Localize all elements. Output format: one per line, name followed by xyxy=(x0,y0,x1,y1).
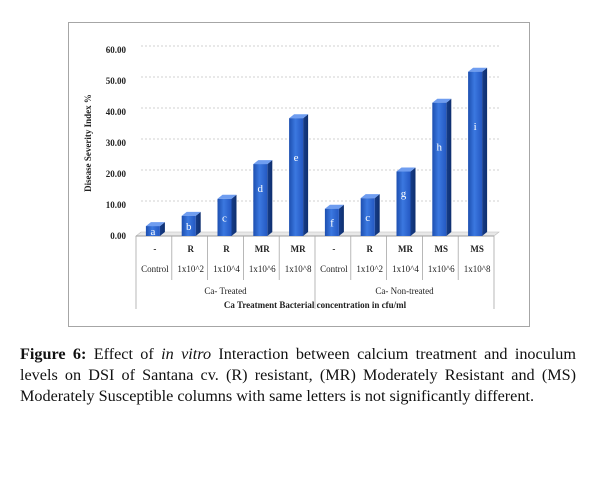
bar xyxy=(324,208,339,236)
bar-letter-label: e xyxy=(294,152,299,164)
y-axis-title: Disease Severity Index % xyxy=(83,94,93,192)
group-label: Ca- Treated xyxy=(204,286,247,296)
x-rating-label: - xyxy=(153,244,156,254)
bar-letter-label: b xyxy=(186,221,192,233)
x-category-label: 1x10^2 xyxy=(356,264,383,274)
x-rating-label: MS xyxy=(435,244,449,254)
y-tick-label: 40.00 xyxy=(106,107,127,117)
bar-side xyxy=(410,167,416,236)
bar-side xyxy=(303,114,309,236)
bar xyxy=(217,198,232,236)
bar-side xyxy=(267,160,273,236)
caption-italic: in vitro xyxy=(161,345,212,363)
bar-top xyxy=(324,204,344,209)
x-category-label: Control xyxy=(320,264,348,274)
bar-top xyxy=(181,211,201,216)
x-rating-label: MR xyxy=(255,244,270,254)
bar-side xyxy=(338,204,344,236)
x-rating-label: MS xyxy=(470,244,484,254)
caption-label: Figure 6: xyxy=(20,345,87,363)
bar-top xyxy=(468,67,488,72)
bar-side xyxy=(231,194,237,236)
bar xyxy=(432,102,447,236)
x-category-label: 1x10^2 xyxy=(177,264,204,274)
bar-letter-label: c xyxy=(222,212,227,224)
bar xyxy=(468,71,483,236)
bar-letter-label: h xyxy=(437,142,443,154)
x-rating-label: R xyxy=(187,244,194,254)
y-tick-label: 30.00 xyxy=(106,138,127,148)
x-category-label: Control xyxy=(141,264,169,274)
bar-letter-label: i xyxy=(474,121,477,133)
bar-top xyxy=(396,167,416,172)
chart-frame: 0.00 10.00 20.00 30.00 40.00 50.00 60.00 Diseas… xyxy=(68,22,530,327)
x-category-label: 1x10^4 xyxy=(213,264,240,274)
bar-top xyxy=(360,194,380,199)
x-category-label: 1x10^6 xyxy=(249,264,276,274)
y-tick-label: 60.00 xyxy=(106,45,127,55)
x-category-label: 1x10^8 xyxy=(285,264,312,274)
bar xyxy=(360,198,375,236)
bar-letter-label: c xyxy=(365,212,370,224)
y-tick-label: 50.00 xyxy=(106,76,127,86)
y-tick-label: 20.00 xyxy=(106,169,127,179)
x-rating-label: R xyxy=(223,244,230,254)
bar xyxy=(253,164,268,236)
caption-text-2: Interaction between calcium treatment an… xyxy=(20,345,576,405)
x-rating-label: MR xyxy=(398,244,413,254)
bar xyxy=(396,171,411,236)
bar-top xyxy=(432,98,452,103)
bar-top xyxy=(253,160,273,165)
group-label: Ca- Non-treated xyxy=(375,286,434,296)
bar-top xyxy=(289,114,309,119)
x-category-label: 1x10^6 xyxy=(428,264,455,274)
x-rating-label: R xyxy=(366,244,373,254)
bar-side xyxy=(159,222,165,236)
x-category-label: 1x10^4 xyxy=(392,264,419,274)
bar-letter-label: g xyxy=(401,188,407,200)
bar-side xyxy=(446,98,452,236)
x-axis-title: Ca Treatment Bacterial concentration in … xyxy=(224,300,407,310)
y-tick-label: 0.00 xyxy=(110,231,126,241)
x-rating-label: MR xyxy=(291,244,306,254)
bar-top xyxy=(217,194,237,199)
bar-side xyxy=(482,67,488,236)
figure-caption: Figure 6: Effect of in vitro Interaction… xyxy=(20,344,576,407)
bar-letter-label: f xyxy=(330,217,334,229)
bar-top xyxy=(145,222,165,227)
bar-letter-label: a xyxy=(150,226,155,238)
bar-side xyxy=(195,211,201,236)
y-tick-label: 10.00 xyxy=(106,200,127,210)
caption-text-1: Effect of xyxy=(86,345,162,363)
x-rating-label: - xyxy=(332,244,335,254)
bar-side xyxy=(374,194,380,236)
x-category-label: 1x10^8 xyxy=(464,264,491,274)
bar xyxy=(181,215,196,236)
bar-letter-label: d xyxy=(258,183,264,195)
bar xyxy=(145,226,160,236)
bar-chart: 0.00 10.00 20.00 30.00 40.00 50.00 60.00 Diseas… xyxy=(83,45,500,310)
bar xyxy=(289,118,304,236)
